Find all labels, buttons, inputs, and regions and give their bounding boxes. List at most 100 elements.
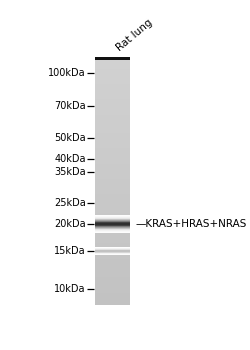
Bar xyxy=(95,268,130,271)
Bar xyxy=(95,161,130,164)
Bar xyxy=(95,133,130,136)
Bar xyxy=(95,221,130,222)
Bar xyxy=(95,66,130,69)
Bar xyxy=(95,81,130,84)
Bar xyxy=(95,248,130,249)
Text: —KRAS+HRAS+NRAS: —KRAS+HRAS+NRAS xyxy=(136,219,247,229)
Bar xyxy=(95,231,130,232)
Bar xyxy=(95,164,130,167)
Bar xyxy=(95,108,130,112)
Bar xyxy=(95,173,130,176)
Text: Rat lung: Rat lung xyxy=(114,17,154,53)
Bar xyxy=(95,299,130,302)
Bar xyxy=(95,210,130,213)
Bar xyxy=(95,251,130,252)
Bar xyxy=(95,124,130,127)
Text: 50kDa: 50kDa xyxy=(54,133,86,143)
Bar xyxy=(95,234,130,237)
Bar xyxy=(95,75,130,78)
Bar xyxy=(95,232,130,233)
Bar xyxy=(95,225,130,226)
Bar xyxy=(95,228,130,231)
Bar xyxy=(95,93,130,96)
Bar xyxy=(95,182,130,185)
Bar xyxy=(95,185,130,188)
Bar xyxy=(95,130,130,133)
Bar xyxy=(95,201,130,204)
Bar xyxy=(95,103,130,105)
Bar xyxy=(95,222,130,225)
Bar xyxy=(95,222,130,223)
Bar xyxy=(95,254,130,255)
Bar xyxy=(95,231,130,234)
Bar xyxy=(95,72,130,75)
Bar xyxy=(95,176,130,179)
Bar xyxy=(95,302,130,305)
Bar xyxy=(95,121,130,124)
Bar xyxy=(95,219,130,220)
Bar xyxy=(95,226,130,227)
Bar xyxy=(95,228,130,229)
Bar xyxy=(95,145,130,148)
Bar xyxy=(95,252,130,253)
Bar xyxy=(95,213,130,216)
Bar xyxy=(95,217,130,218)
Bar xyxy=(95,225,130,228)
Bar xyxy=(95,230,130,231)
Bar xyxy=(95,247,130,248)
Bar xyxy=(95,216,130,217)
Bar xyxy=(95,57,130,60)
Bar xyxy=(95,69,130,72)
Bar xyxy=(95,250,130,251)
Bar xyxy=(95,191,130,194)
Bar xyxy=(95,274,130,277)
Bar xyxy=(95,152,130,155)
Bar xyxy=(95,246,130,250)
Bar xyxy=(95,60,130,63)
Bar xyxy=(95,170,130,173)
Bar xyxy=(95,253,130,254)
Bar xyxy=(95,63,130,66)
Bar xyxy=(95,155,130,158)
Bar xyxy=(95,244,130,246)
Bar xyxy=(95,218,130,219)
Bar xyxy=(95,262,130,265)
Bar xyxy=(95,250,130,253)
Bar xyxy=(95,139,130,142)
Bar xyxy=(95,142,130,145)
Bar xyxy=(95,78,130,81)
Bar xyxy=(95,194,130,197)
Bar xyxy=(95,229,130,230)
Bar xyxy=(95,167,130,170)
Bar xyxy=(95,216,130,219)
Text: 100kDa: 100kDa xyxy=(48,68,86,78)
Bar xyxy=(95,295,130,299)
Bar xyxy=(95,87,130,90)
Bar xyxy=(95,253,130,256)
Text: 40kDa: 40kDa xyxy=(54,154,86,164)
Text: 70kDa: 70kDa xyxy=(54,101,86,111)
Text: 35kDa: 35kDa xyxy=(54,167,86,176)
Bar xyxy=(95,115,130,118)
Bar xyxy=(95,227,130,228)
Bar xyxy=(95,118,130,121)
Bar xyxy=(95,289,130,293)
Bar xyxy=(95,283,130,286)
Bar xyxy=(95,179,130,182)
Bar xyxy=(95,197,130,201)
Bar xyxy=(95,158,130,161)
Bar xyxy=(95,105,130,108)
Bar xyxy=(95,96,130,99)
Bar xyxy=(95,277,130,280)
Bar xyxy=(95,112,130,115)
Bar xyxy=(95,136,130,139)
Bar xyxy=(95,249,130,250)
Bar xyxy=(95,90,130,93)
Bar xyxy=(95,220,130,221)
Bar xyxy=(95,224,130,225)
Bar xyxy=(95,206,130,210)
Bar xyxy=(95,223,130,224)
Bar xyxy=(95,271,130,274)
Text: 15kDa: 15kDa xyxy=(54,246,86,256)
Bar xyxy=(95,99,130,103)
